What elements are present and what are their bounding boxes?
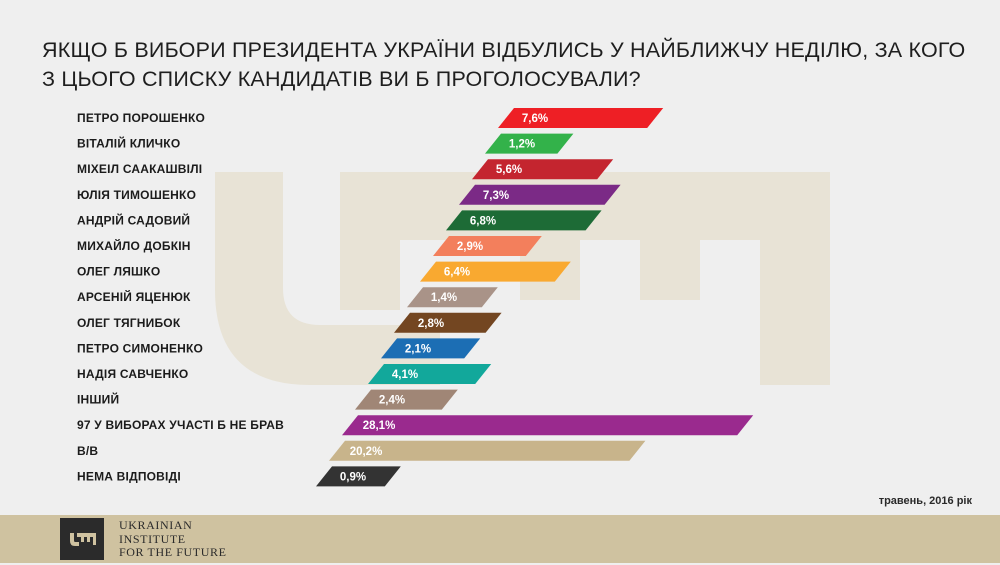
category-label: ПЕТРО СИМОНЕНКО xyxy=(77,341,203,355)
chart-title-line1: ЯКЩО Б ВИБОРИ ПРЕЗИДЕНТА УКРАЇНИ ВІДБУЛИ… xyxy=(42,38,966,62)
category-label: ВІТАЛІЙ КЛИЧКО xyxy=(77,136,180,151)
chart-title-line2: З ЦЬОГО СПИСКУ КАНДИДАТІВ ВИ Б ПРОГОЛОСУ… xyxy=(42,67,641,91)
bar-12 xyxy=(355,389,458,410)
bar-5 xyxy=(446,210,602,231)
bar-value-label: 2,1% xyxy=(405,343,431,355)
category-label: В/В xyxy=(77,444,98,458)
bar-9 xyxy=(394,312,502,333)
bar-11 xyxy=(368,364,492,384)
category-label: АРСЕНІЙ ЯЦЕНЮК xyxy=(77,289,191,304)
bar-value-label: 2,4% xyxy=(379,395,405,407)
category-label: МИХАЙЛО ДОБКІН xyxy=(77,238,191,253)
category-label: ПЕТРО ПОРОШЕНКО xyxy=(77,111,205,125)
bar-15 xyxy=(316,466,401,487)
bar-value-label: 28,1% xyxy=(363,420,396,432)
bar-value-label: 6,4% xyxy=(444,267,470,279)
institute-name-line2: INSTITUTE xyxy=(119,531,186,546)
date-note: травень, 2016 рік xyxy=(878,495,972,507)
category-label: АНДРІЙ САДОВИЙ xyxy=(77,212,190,227)
bar-10 xyxy=(381,338,481,359)
bar-7 xyxy=(420,261,571,282)
category-label: ОЛЕГ ТЯГНИБОК xyxy=(77,316,181,330)
bar-2 xyxy=(485,133,574,154)
bar-value-label: 7,3% xyxy=(483,190,509,202)
bar-chart: 7,6% ПЕТРО ПОРОШЕНКО 1,2% ВІТАЛІЙ КЛИЧКО 5,6… xyxy=(77,108,754,487)
category-label: МІХЕІЛ СААКАШВІЛІ xyxy=(77,162,202,176)
bar-value-label: 5,6% xyxy=(496,164,522,176)
chart-title: ЯКЩО Б ВИБОРИ ПРЕЗИДЕНТА УКРАЇНИ ВІДБУЛИ… xyxy=(42,36,972,94)
bar-8 xyxy=(407,287,498,308)
category-label: ОЛЕГ ЛЯШКО xyxy=(77,265,160,279)
bar-value-label: 20,2% xyxy=(350,446,383,458)
category-label: ІНШИЙ xyxy=(77,392,119,407)
bar-value-label: 1,4% xyxy=(431,292,457,304)
bar-value-label: 2,8% xyxy=(418,318,444,330)
institute-name-line1: UKRAINIAN xyxy=(119,518,193,532)
category-label: ЮЛІЯ ТИМОШЕНКО xyxy=(77,188,196,202)
bar-value-label: 2,9% xyxy=(457,241,483,253)
key-logo-icon xyxy=(60,518,104,560)
institute-name: UKRAINIAN INSTITUTE FOR THE FUTURE xyxy=(119,518,227,560)
bar-value-label: 6,8% xyxy=(470,215,496,227)
category-label: 97 У ВИБОРАХ УЧАСТІ Б НЕ БРАВ xyxy=(77,418,284,432)
bar-4 xyxy=(459,184,621,205)
category-label: НЕМА ВІДПОВІДІ xyxy=(77,469,181,483)
footer-bar: UKRAINIAN INSTITUTE FOR THE FUTURE xyxy=(0,515,1000,563)
bar-13 xyxy=(342,415,754,436)
bar-14 xyxy=(329,440,646,461)
bar-1 xyxy=(498,108,664,128)
institute-name-line3: FOR THE FUTURE xyxy=(119,545,227,559)
bar-value-label: 1,2% xyxy=(509,139,535,151)
bar-3 xyxy=(472,159,614,180)
bar-value-label: 7,6% xyxy=(522,113,548,125)
bar-value-label: 0,9% xyxy=(340,471,366,483)
bar-6 xyxy=(433,236,542,256)
category-label: НАДІЯ САВЧЕНКО xyxy=(77,367,188,381)
bar-value-label: 4,1% xyxy=(392,369,418,381)
